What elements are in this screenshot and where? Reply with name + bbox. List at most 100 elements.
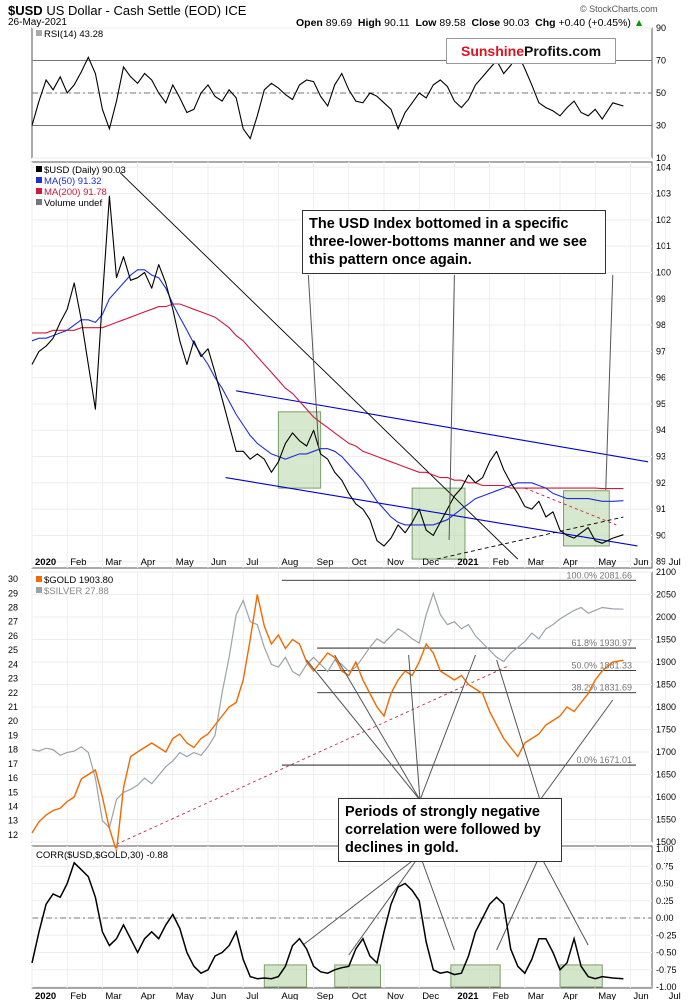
usd-tick-label: 90 [656,530,666,540]
corr-x-tick-label: May [176,991,194,1000]
usd-tick-label: 95 [656,399,666,409]
header-line-1: $USD US Dollar - Cash Settle (EOD) ICE [8,3,246,18]
corr-tick-label: 0.00 [656,913,674,923]
corr-x-tick-label: Jul [246,991,258,1000]
usd-tick-label: 96 [656,373,666,383]
volume-legend: Volume undef [44,198,102,209]
corr-highlight-box [559,964,603,988]
gold-callout-pointer [408,654,421,801]
usd-x-tick-label: Apr [141,557,156,568]
silver-tick-label: 29 [8,588,18,598]
corr-panel [31,845,653,989]
usd-x-tick-label: Dec [422,557,439,568]
silver-tick-label: 18 [8,745,18,755]
silver-tick-label: 26 [8,631,18,641]
fib-level-label: 61.8% 1930.97 [571,638,632,648]
low-value: 89.58 [439,17,466,29]
silver-tick-label: 14 [8,801,18,811]
ma50-legend-icon [36,177,42,183]
corr-highlight-box [263,964,308,988]
gold-legend: $GOLD 1903.80 [44,575,113,586]
fib-level-label: 100.0% 2081.66 [566,570,632,580]
silver-tick-label: 19 [8,730,18,740]
usd-highlight-box [411,487,466,560]
instrument-name: US Dollar - Cash Settle (EOD) [46,3,222,18]
silver-tick-label: 22 [8,688,18,698]
corr-tick-label: 0.50 [656,879,674,889]
fib-level-label: 38.2% 1831.69 [571,683,632,693]
silver-tick-label: 25 [8,645,18,655]
ma200-legend-icon [36,188,42,194]
corr-x-tick-label: Jul [669,991,681,1000]
usd-x-tick-label: Jul [669,557,681,568]
usd-x-tick-label: Aug [281,557,298,568]
usd-callout-pointer [605,274,614,491]
exchange: ICE [224,3,247,18]
usd-x-tick-label: Jul [246,557,258,568]
rsi-tick-label: 10 [656,153,666,163]
silver-tick-label: 23 [8,674,18,684]
corr-tick-label: -0.50 [656,948,677,958]
corr-x-tick-label: Oct [352,991,367,1000]
chg-value: +0.40 (+0.45%) [558,17,631,29]
usd-tick-label: 103 [656,189,671,199]
corr-x-tick-label: Apr [563,991,578,1000]
corr-tick-label: 0.75 [656,861,674,871]
silver-tick-label: 27 [8,617,18,627]
usd-x-tick-label: Mar [105,557,121,568]
silver-tick-label: 20 [8,716,18,726]
up-arrow-icon: ▲ [633,17,645,29]
corr-x-tick-label: Feb [493,991,509,1000]
corr-callout-pointer [348,854,421,956]
usd-x-tick-label: Feb [70,557,86,568]
usd-upper-channel-line [236,390,649,463]
corr-x-tick-label: May [598,991,616,1000]
usd-callout-pointer [307,274,320,451]
corr-x-tick-label: Apr [141,991,156,1000]
corr-x-tick-label: Aug [281,991,298,1000]
gold-callout-pointer [496,659,541,801]
ma50-legend: MA(50) 91.32 [44,176,102,187]
watermark: © StockCharts.com [580,4,658,14]
corr-callout-pointer [496,854,541,951]
silver-tick-label: 24 [8,659,18,669]
usd-x-tick-label: May [598,557,616,568]
silver-tick-label: 28 [8,603,18,613]
usd-support-line [436,516,624,560]
usd-x-tick-label: May [176,557,194,568]
usd-tick-label: 92 [656,478,666,488]
usd-x-tick-label: Oct [352,557,367,568]
silver-tick-label: 21 [8,702,18,712]
fib-level-label: 0.0% 1671.01 [576,755,632,765]
usd-tick-label: 94 [656,425,666,435]
usd-downtrend-line [119,172,519,560]
usd-highlight-box [277,411,322,489]
usd-x-tick-label: Sep [317,557,334,568]
usd-tick-label: 93 [656,452,666,462]
usd-x-tick-label: Mar [528,557,544,568]
usd-legend: $USD (Daily) 90.03 [44,165,126,176]
open-value: 89.69 [325,17,353,29]
usd-annotation: The USD Index bottomed in a specific thr… [302,210,606,274]
corr-x-tick-label: Dec [422,991,439,1000]
corr-tick-label: 1.00 [656,844,674,854]
corr-callout-pointer [302,854,421,946]
silver-tick-label: 13 [8,816,18,826]
corr-x-tick-label: Sep [317,991,334,1000]
silver-tick-label: 15 [8,787,18,797]
usd-x-tick-label: Jun [211,557,226,568]
rsi-tick-label: 50 [656,88,666,98]
usd-tick-label: 101 [656,241,671,251]
gold-callout-pointer [334,654,421,801]
corr-x-tick-label: 2021 [457,991,479,1000]
corr-x-tick-label: Mar [528,991,544,1000]
rsi-tick-label: 30 [656,121,666,131]
symbol: $USD [8,3,43,18]
corr-highlight-box [334,964,381,988]
usd-x-tick-label: Jun [633,557,648,568]
silver-legend-icon [36,587,42,593]
corr-tick-label: -1.00 [656,982,677,992]
usd-price-line [31,195,624,547]
corr-x-tick-label: 2020 [35,991,56,1000]
rsi-tick-label: 90 [656,23,666,33]
